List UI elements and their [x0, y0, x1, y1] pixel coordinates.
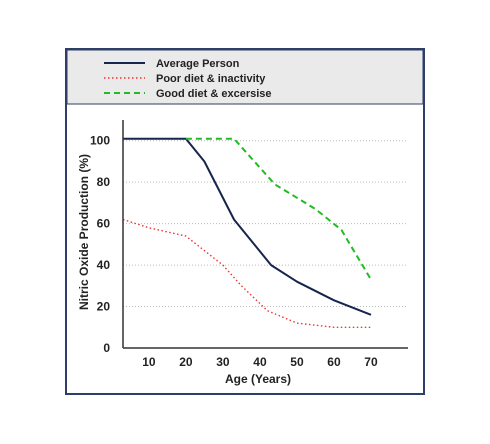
y-tick-label-100: 100: [90, 134, 110, 148]
y-tick-label-0: 0: [103, 341, 110, 355]
x-tick-label-20: 20: [179, 355, 193, 369]
y-tick-label-60: 60: [97, 217, 111, 231]
y-tick-label-40: 40: [97, 258, 111, 272]
x-tick-label-60: 60: [327, 355, 341, 369]
legend-label-1: Poor diet & inactivity: [156, 73, 266, 85]
x-tick-label-30: 30: [216, 355, 230, 369]
series-line-1: [122, 218, 371, 328]
chart-frame: [65, 48, 425, 395]
x-tick-label-50: 50: [290, 355, 304, 369]
series-lines: [122, 137, 372, 328]
x-tick-label-10: 10: [142, 355, 156, 369]
x-axis-title: Age (Years): [225, 372, 291, 386]
legend-label-2: Good diet & excersise: [156, 88, 272, 100]
legend-label-0: Average Person: [156, 58, 240, 70]
legend: Average Person Poor diet & inactivity Good…: [104, 58, 272, 100]
y-tick-label-80: 80: [97, 175, 111, 189]
y-tick-label-20: 20: [97, 300, 111, 314]
legend-box: [66, 49, 424, 105]
tick-labels: 0 20 40 60 80 100 10 20 30 40 50 60 70: [90, 134, 378, 369]
x-tick-label-40: 40: [253, 355, 267, 369]
series-line-0: [123, 137, 372, 316]
y-axis-title: Nitric Oxide Production (%): [77, 154, 91, 310]
gridlines: [123, 140, 408, 308]
x-tick-label-70: 70: [364, 355, 378, 369]
series-line-2: [185, 137, 372, 281]
